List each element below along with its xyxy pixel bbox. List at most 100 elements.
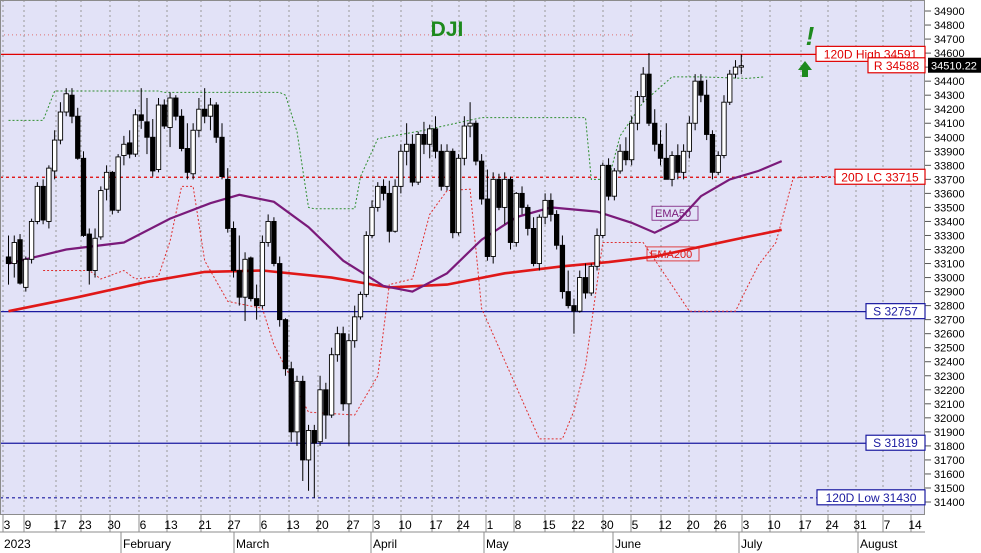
year-label: 2023 — [4, 537, 31, 551]
y-tick-label: 31600 — [934, 469, 965, 481]
candle-body — [127, 142, 133, 155]
candle — [657, 130, 664, 166]
candle-body — [380, 185, 387, 194]
candle — [629, 116, 635, 166]
candle — [328, 347, 335, 418]
candle-body — [571, 305, 577, 312]
candle — [34, 182, 41, 225]
candle — [98, 186, 104, 240]
x-tick-label: 3 — [4, 518, 11, 532]
candle-body — [732, 66, 739, 75]
candle-body — [340, 333, 346, 405]
month-label: August — [860, 537, 898, 551]
candle — [282, 318, 289, 376]
candle — [565, 270, 571, 309]
x-tick-label: 27 — [227, 518, 241, 532]
candle-body — [161, 104, 167, 127]
candle-body — [196, 108, 202, 131]
candle — [594, 228, 600, 271]
candle — [698, 74, 704, 103]
candle-body — [680, 150, 687, 173]
candle-body — [92, 237, 98, 271]
candle — [40, 179, 46, 225]
candle-body — [242, 258, 248, 298]
candle-body — [634, 96, 641, 124]
candle — [675, 144, 681, 180]
y-tick-label: 32700 — [934, 315, 965, 327]
candle — [727, 69, 733, 106]
candle — [225, 168, 231, 233]
x-tick-label: 6 — [261, 518, 268, 532]
candle-body — [190, 129, 196, 175]
levels — [0, 34, 925, 499]
candle-body — [121, 143, 127, 156]
candle-body — [253, 298, 260, 307]
candle — [369, 200, 375, 239]
candle — [738, 54, 744, 75]
y-tick-label: 32500 — [934, 343, 965, 355]
candle — [23, 256, 29, 292]
candle — [28, 218, 35, 264]
y-tick-label: 33300 — [934, 230, 965, 242]
candle-body — [357, 293, 364, 318]
candles — [5, 53, 744, 498]
candle — [732, 60, 739, 79]
candle — [52, 130, 58, 180]
candle — [144, 97, 150, 155]
level-label-lc20: 20D LC 33715 — [841, 170, 919, 184]
candle-body — [484, 198, 491, 257]
candle-body — [230, 228, 237, 271]
x-tick-label: 10 — [398, 518, 412, 532]
candle-body — [346, 340, 352, 405]
candle — [663, 123, 669, 180]
candle — [115, 154, 121, 214]
candle — [640, 67, 646, 103]
candle — [196, 97, 202, 138]
candle-body — [11, 242, 17, 264]
y-tick-label: 33700 — [934, 174, 965, 186]
candle — [507, 176, 514, 250]
y-tick-label: 33000 — [934, 273, 965, 285]
x-axis: 3 9 17 23 30 6 13 21 27 6 13 20 27 3 10 17 24 1 8 15 22 30 5 12… — [0, 515, 925, 553]
candle-body — [392, 185, 398, 232]
candle-body — [692, 80, 698, 124]
candle-body — [352, 316, 358, 342]
candle — [669, 151, 675, 187]
level-label-box-lc20 — [834, 168, 926, 185]
candle-body — [57, 111, 64, 141]
candle-body — [184, 148, 191, 173]
candle — [132, 109, 139, 157]
candle-body — [150, 136, 156, 172]
level-label-support1: S 32757 — [873, 305, 918, 319]
candle — [548, 193, 554, 222]
candle-body — [138, 114, 144, 121]
y-tick-label: 34800 — [934, 20, 965, 32]
candle — [5, 235, 12, 285]
candle-body — [432, 128, 439, 152]
candle — [588, 263, 594, 296]
y-tick-label: 34400 — [934, 76, 965, 88]
candle — [236, 235, 242, 306]
candle — [340, 326, 346, 411]
candle-body — [248, 257, 254, 300]
candle — [92, 228, 98, 278]
level-label-box-resistance — [867, 57, 926, 74]
candle — [161, 99, 167, 129]
candle-body — [669, 155, 675, 180]
candle-body — [455, 157, 462, 234]
candle — [484, 169, 491, 261]
y-tick-label: 31800 — [934, 441, 965, 453]
candle-body — [444, 150, 450, 187]
plot-border — [0, 0, 925, 515]
candle-body — [328, 354, 335, 416]
candle — [363, 231, 369, 298]
candle — [496, 173, 502, 211]
candle-body — [427, 128, 433, 145]
candle — [577, 270, 583, 313]
level-label-support2: S 31819 — [873, 436, 918, 450]
candle — [138, 88, 144, 129]
candle-body — [605, 164, 612, 197]
candle-body — [219, 136, 225, 178]
last-price-box — [928, 57, 981, 73]
candle — [265, 214, 271, 247]
